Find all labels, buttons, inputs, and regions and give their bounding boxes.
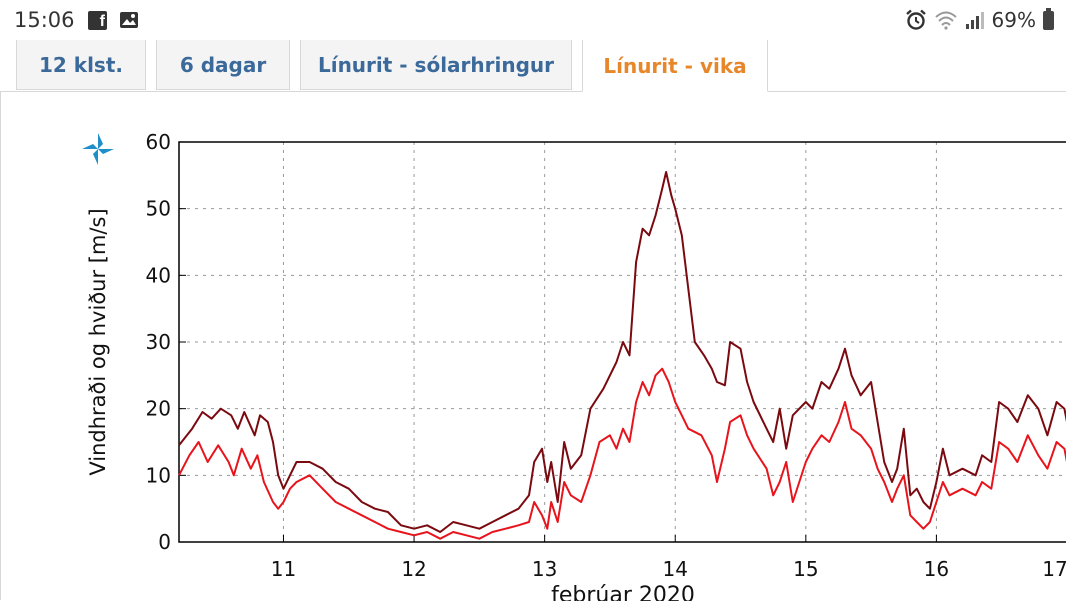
facebook-icon: f [88,11,107,30]
y-tick-label: 0 [158,530,171,554]
x-tick-label: 14 [663,557,688,581]
y-tick-label: 60 [146,130,171,154]
tab-12-klst[interactable]: 12 klst. [16,40,146,90]
alarm-icon [905,9,926,30]
y-tick-label: 40 [146,263,171,287]
wind-chart: 0 10 20 30 40 50 60 11 12 13 14 15 16 17 Vindhraði og… [82,130,1066,601]
chart-panel: 0 10 20 30 40 50 60 11 12 13 14 15 16 17 Vindhraði og… [0,91,1066,601]
gust-series-line [178,171,1066,533]
battery-percent: 69% [991,8,1036,32]
vedur-logo-icon [82,133,114,165]
x-tick-label: 12 [401,557,426,581]
y-axis-label: Vindhraði og hviður [m/s] [86,208,110,475]
y-tick-label: 10 [146,463,171,487]
tab-linurit-solarhringur[interactable]: Línurit - sólarhringur [300,40,572,90]
tab-6-dagar[interactable]: 6 dagar [156,40,290,90]
wifi-icon [934,11,957,30]
tab-linurit-vika[interactable]: Línurit - vika [582,40,768,92]
y-tick-label: 20 [146,397,171,421]
x-tick-label: 17 [1042,557,1066,581]
tab-bar: 12 klst. 6 dagar Línurit - sólarhringur … [0,40,1066,92]
x-axis-label: febrúar 2020 [551,583,695,601]
x-tick-label: 16 [924,557,949,581]
y-tick-label: 50 [146,197,171,221]
status-time: 15:06 [14,8,75,32]
wind-series-line [178,367,1066,540]
image-icon [120,12,138,28]
x-tick-label: 13 [532,557,557,581]
signal-icon [965,12,984,29]
x-tick-label: 15 [793,557,818,581]
battery-icon [1043,8,1054,30]
status-bar: 15:06 f 69% [0,0,1066,40]
y-tick-label: 30 [146,330,171,354]
x-tick-label: 11 [271,557,296,581]
